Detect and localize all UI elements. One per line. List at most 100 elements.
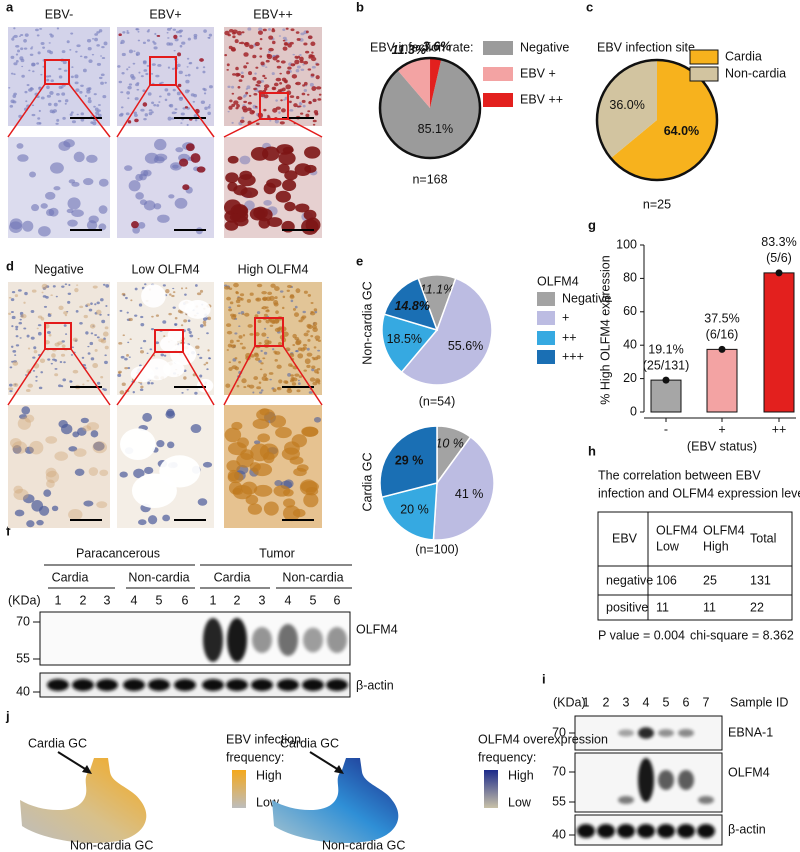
cell bbox=[229, 213, 241, 221]
cell bbox=[71, 209, 84, 218]
cell bbox=[12, 100, 17, 104]
cell bbox=[168, 104, 172, 107]
cell bbox=[87, 345, 90, 348]
cell bbox=[89, 341, 94, 346]
cell bbox=[257, 433, 271, 443]
cell bbox=[80, 84, 84, 87]
cell bbox=[262, 305, 267, 310]
x-tick-label: + bbox=[718, 422, 725, 436]
cell bbox=[16, 143, 24, 149]
cell bbox=[241, 346, 246, 350]
cell bbox=[120, 39, 125, 44]
cell bbox=[258, 359, 262, 363]
cell bbox=[226, 296, 232, 301]
cell bbox=[236, 73, 241, 77]
cell bbox=[120, 91, 124, 94]
cell bbox=[10, 298, 15, 302]
cell bbox=[100, 55, 103, 57]
cell bbox=[140, 322, 145, 327]
cell bbox=[172, 287, 175, 290]
cell bbox=[10, 72, 14, 75]
cell bbox=[281, 108, 286, 113]
cell bbox=[287, 387, 292, 391]
cell bbox=[278, 35, 282, 37]
cell bbox=[167, 92, 171, 96]
band bbox=[302, 679, 324, 691]
cell bbox=[267, 291, 273, 296]
cell bbox=[294, 305, 298, 309]
cell bbox=[146, 39, 151, 42]
band bbox=[577, 824, 595, 838]
cell bbox=[54, 451, 69, 461]
cell bbox=[276, 65, 282, 69]
cell bbox=[90, 121, 94, 124]
cell bbox=[303, 369, 307, 372]
subgroup-label: Non-cardia bbox=[128, 570, 189, 584]
cell bbox=[83, 314, 88, 319]
cell bbox=[254, 332, 260, 337]
cell bbox=[23, 47, 28, 50]
cell bbox=[208, 33, 213, 37]
cell bbox=[66, 40, 70, 44]
cell bbox=[208, 85, 213, 89]
pie-title: Non-cardia GC bbox=[360, 281, 374, 364]
cell bbox=[310, 301, 314, 304]
lane-label: 3 bbox=[259, 593, 266, 607]
cell bbox=[96, 336, 100, 339]
cell bbox=[228, 306, 232, 309]
cell bbox=[74, 468, 85, 476]
cell bbox=[171, 117, 175, 120]
cell bbox=[233, 100, 239, 105]
cell bbox=[278, 151, 296, 166]
cell bbox=[176, 91, 181, 96]
arrow-head bbox=[334, 765, 344, 774]
cell bbox=[317, 349, 321, 352]
cell bbox=[105, 284, 110, 288]
cell bbox=[118, 80, 123, 84]
table-header: Total bbox=[750, 531, 776, 545]
sample-size: (n=54) bbox=[419, 394, 455, 408]
lane-label: 2 bbox=[80, 593, 87, 607]
cell bbox=[124, 165, 133, 171]
cell bbox=[42, 46, 46, 49]
cell bbox=[301, 92, 306, 96]
cell bbox=[32, 70, 35, 73]
cell bbox=[163, 354, 167, 357]
legend-title: OLFM4 overexpression bbox=[478, 732, 608, 746]
cell bbox=[306, 347, 310, 351]
cell bbox=[179, 35, 183, 38]
cell bbox=[87, 97, 92, 100]
cell bbox=[164, 98, 168, 102]
cell bbox=[248, 94, 252, 97]
cell bbox=[86, 90, 91, 94]
cell bbox=[104, 354, 107, 357]
band-label: EBNA-1 bbox=[728, 725, 773, 739]
cell bbox=[254, 105, 258, 108]
sample-size: (n=100) bbox=[415, 542, 458, 556]
cell bbox=[94, 348, 98, 352]
cell bbox=[24, 291, 28, 296]
cell bbox=[47, 313, 52, 318]
cell bbox=[64, 102, 67, 105]
cell bbox=[51, 505, 59, 512]
cell bbox=[269, 324, 274, 327]
cell bbox=[277, 387, 280, 390]
legend-label: Negative bbox=[520, 40, 569, 54]
cell bbox=[184, 293, 187, 296]
table-cell: 131 bbox=[750, 573, 771, 587]
cell bbox=[255, 122, 260, 126]
cell bbox=[199, 324, 204, 328]
cell bbox=[241, 31, 245, 34]
cell bbox=[240, 449, 254, 460]
cell bbox=[97, 109, 101, 112]
cell bbox=[256, 386, 262, 390]
cell bbox=[37, 117, 41, 120]
legend-swatch bbox=[537, 311, 555, 325]
cell bbox=[130, 299, 133, 302]
cell bbox=[98, 223, 107, 231]
cell bbox=[126, 31, 130, 34]
cell bbox=[67, 197, 81, 210]
cell bbox=[40, 73, 43, 76]
cell bbox=[103, 41, 108, 46]
cell bbox=[36, 62, 40, 65]
